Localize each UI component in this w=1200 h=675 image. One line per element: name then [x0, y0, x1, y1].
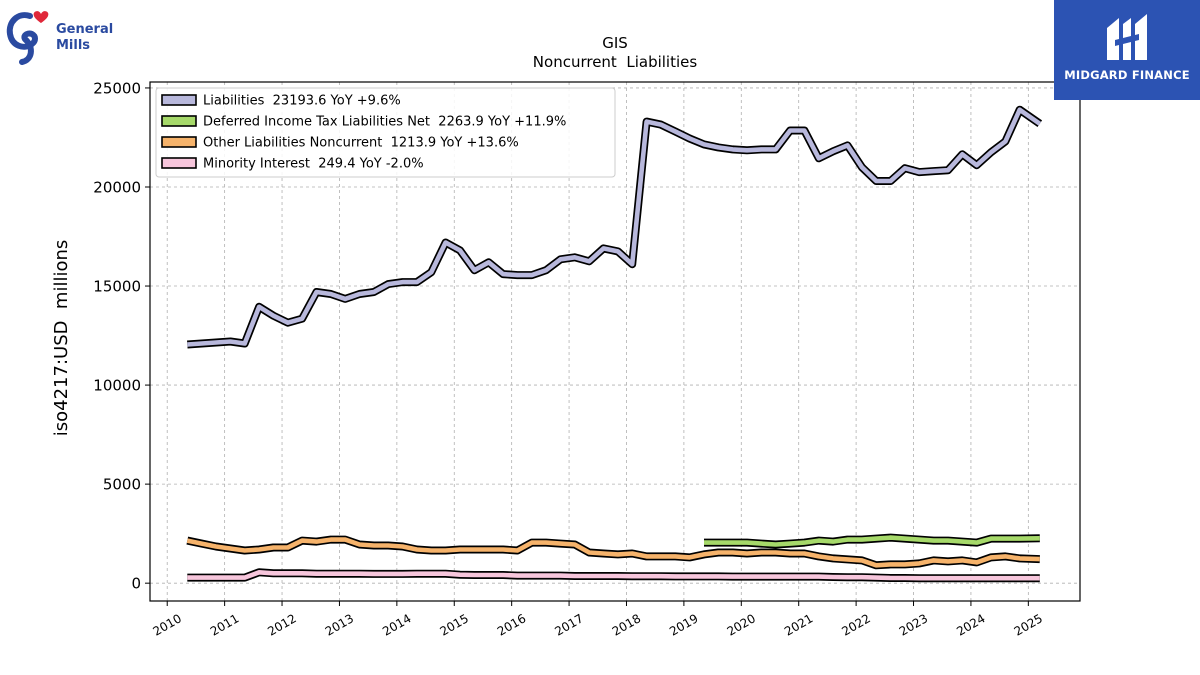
company-logo: General Mills [4, 4, 124, 68]
company-logo-line1: General [56, 22, 114, 37]
x-tick-label: 2017 [552, 611, 585, 638]
y-tick-label: 5000 [103, 476, 141, 494]
general-mills-g-heart-logo-icon [6, 11, 49, 65]
x-tick-label: 2010 [150, 611, 183, 638]
legend-box [155, 87, 616, 178]
y-tick-label: 0 [131, 575, 141, 593]
legend-label: Deferred Income Tax Liabilities Net 2263… [203, 115, 566, 130]
chart-title: GIS [602, 34, 628, 52]
legend-swatch [161, 94, 197, 106]
series-line-deferred-income-tax-liabilities-net [704, 535, 1040, 547]
legend-swatch [161, 157, 197, 169]
x-tick-label: 2022 [839, 611, 872, 638]
y-tick-label: 10000 [93, 377, 141, 395]
legend-label: Liabilities 23193.6 YoY +9.6% [203, 94, 401, 109]
series-line-minority-interest [187, 569, 1040, 581]
y-axis-label: iso4217:USD millions [51, 240, 72, 437]
x-tick-label: 2021 [782, 611, 815, 638]
x-tick-label: 2023 [897, 611, 930, 638]
series-line-liabilities [187, 107, 1042, 347]
y-tick-label: 15000 [93, 278, 141, 296]
partner-logo: MIDGARD FINANCE [1054, 0, 1200, 100]
x-tick-label: 2012 [265, 611, 298, 638]
x-tick-label: 2016 [495, 611, 528, 638]
y-tick-label: 25000 [93, 79, 141, 97]
partner-name: MIDGARD FINANCE [1064, 68, 1190, 82]
x-tick-label: 2011 [208, 611, 241, 638]
x-tick-label: 2015 [438, 611, 471, 638]
series-lines [186, 105, 1043, 583]
x-tick-label: 2013 [323, 611, 356, 638]
legend-label: Minority Interest 249.4 YoY -2.0% [203, 157, 424, 172]
y-tick-label: 20000 [93, 178, 141, 196]
x-tick-label: 2020 [725, 611, 758, 638]
legend: Liabilities 23193.6 YoY +9.6% Deferred In… [155, 87, 616, 178]
x-tick-label: 2014 [380, 611, 413, 638]
x-tick-label: 2025 [1012, 611, 1045, 638]
midgard-finance-mark-icon [1107, 14, 1147, 60]
plot-frame [149, 81, 1081, 602]
legend-label: Other Liabilities Noncurrent 1213.9 YoY … [203, 136, 519, 151]
company-logo-line2: Mills [56, 38, 91, 53]
legend-swatch [161, 115, 197, 127]
series-line-other-liabilities-noncurrent [186, 537, 1040, 568]
x-tick-label: 2018 [610, 611, 643, 638]
legend-swatch [161, 136, 197, 148]
chart-subtitle: Noncurrent Liabilities [533, 53, 698, 71]
x-tick-label: 2024 [954, 611, 987, 638]
company-logo-text: General Mills [56, 22, 113, 54]
x-tick-label: 2019 [667, 611, 700, 638]
